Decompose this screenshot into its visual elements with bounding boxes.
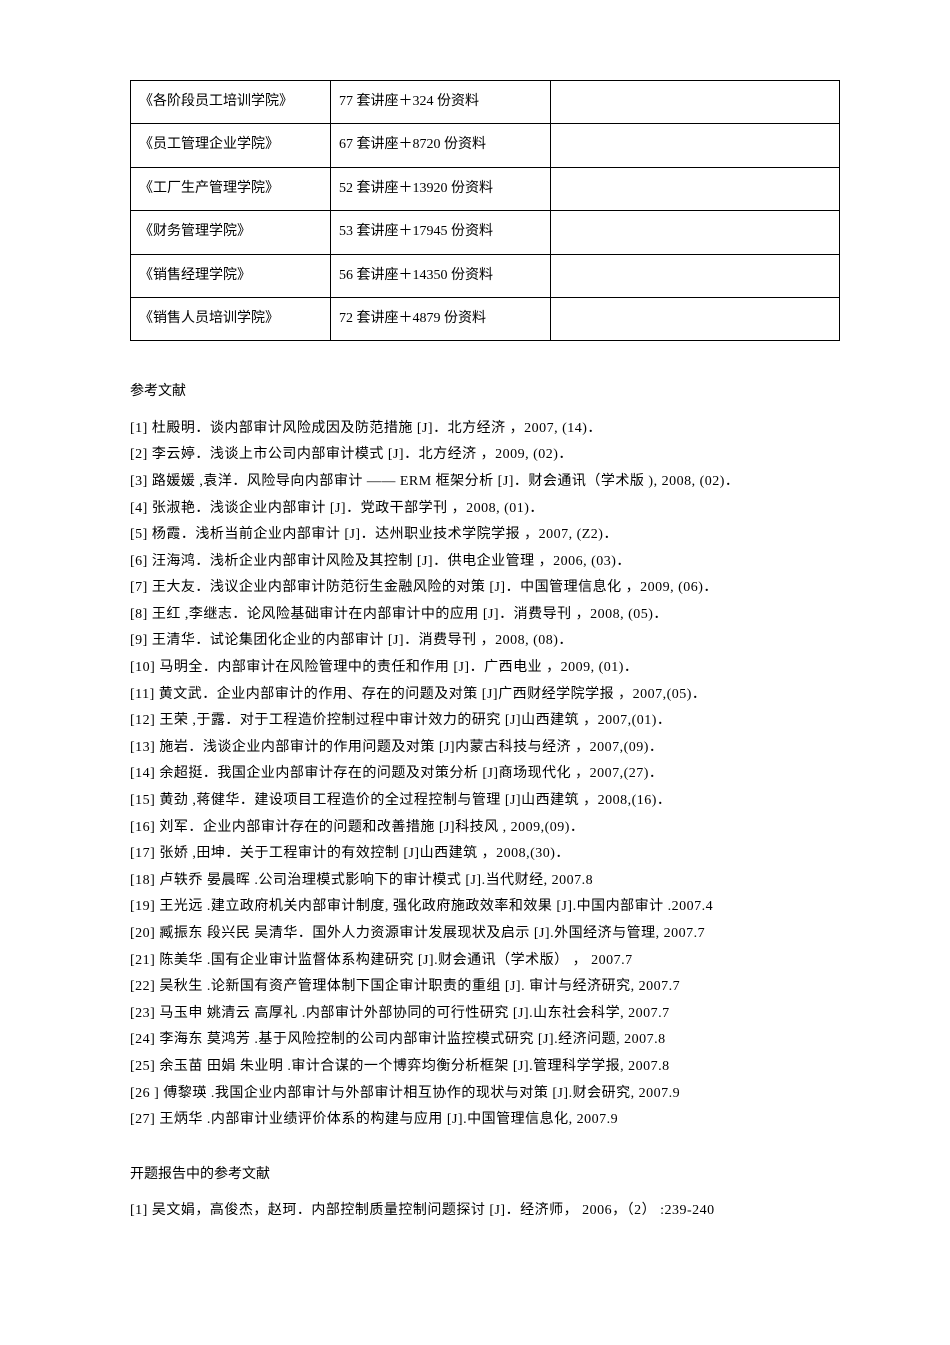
reference-item: [9] 王清华．试论集团化企业的内部审计 [J]．消费导刊 ，2008, (08… xyxy=(130,628,840,655)
course-content-cell: 53 套讲座＋17945 份资料 xyxy=(331,211,551,254)
reference-item: [12] 王荣 ,于露．对于工程造价控制过程中审计效力的研究 [J]山西建筑 ，… xyxy=(130,708,840,735)
table-row: 《财务管理学院》53 套讲座＋17945 份资料 xyxy=(131,211,840,254)
table-row: 《员工管理企业学院》67 套讲座＋8720 份资料 xyxy=(131,124,840,167)
course-content-cell: 77 套讲座＋324 份资料 xyxy=(331,81,551,124)
empty-cell xyxy=(551,211,840,254)
proposal-reference-item: [1] 吴文娟，高俊杰，赵珂．内部控制质量控制问题探讨 [J]．经济师， 200… xyxy=(130,1198,840,1225)
table-row: 《销售人员培训学院》72 套讲座＋4879 份资料 xyxy=(131,297,840,340)
reference-item: [23] 马玉申 姚清云 高厚礼 .内部审计外部协同的可行性研究 [J].山东社… xyxy=(130,1001,840,1028)
table-row: 《销售经理学院》56 套讲座＋14350 份资料 xyxy=(131,254,840,297)
reference-item: [14] 余超挺．我国企业内部审计存在的问题及对策分析 [J]商场现代化 ，20… xyxy=(130,761,840,788)
reference-item: [16] 刘军．企业内部审计存在的问题和改善措施 [J]科技风 , 2009,(… xyxy=(130,815,840,842)
course-content-cell: 72 套讲座＋4879 份资料 xyxy=(331,297,551,340)
reference-item: [26 ] 傅黎瑛 .我国企业内部审计与外部审计相互协作的现状与对策 [J].财… xyxy=(130,1081,840,1108)
reference-item: [19] 王光远 .建立政府机关内部审计制度, 强化政府施政效率和效果 [J].… xyxy=(130,894,840,921)
references-heading: 参考文献 xyxy=(130,381,840,403)
references-list: [1] 杜殿明．谈内部审计风险成因及防范措施 [J]．北方经济 ，2007, (… xyxy=(130,416,840,1134)
course-table: 《各阶段员工培训学院》77 套讲座＋324 份资料《员工管理企业学院》67 套讲… xyxy=(130,80,840,341)
reference-item: [15] 黄劲 ,蒋健华．建设项目工程造价的全过程控制与管理 [J]山西建筑 ，… xyxy=(130,788,840,815)
empty-cell xyxy=(551,167,840,210)
reference-item: [25] 余玉苗 田娟 朱业明 .审计合谋的一个博弈均衡分析框架 [J].管理科… xyxy=(130,1054,840,1081)
reference-item: [17] 张娇 ,田坤．关于工程审计的有效控制 [J]山西建筑 ，2008,(3… xyxy=(130,841,840,868)
course-name-cell: 《销售人员培训学院》 xyxy=(131,297,331,340)
reference-item: [24] 李海东 莫鸿芳 .基于风险控制的公司内部审计监控模式研究 [J].经济… xyxy=(130,1027,840,1054)
reference-item: [22] 吴秋生 .论新国有资产管理体制下国企审计职责的重组 [J]. 审计与经… xyxy=(130,974,840,1001)
proposal-refs-list: [1] 吴文娟，高俊杰，赵珂．内部控制质量控制问题探讨 [J]．经济师， 200… xyxy=(130,1198,840,1225)
course-name-cell: 《工厂生产管理学院》 xyxy=(131,167,331,210)
course-content-cell: 67 套讲座＋8720 份资料 xyxy=(331,124,551,167)
reference-item: [2] 李云婷．浅谈上市公司内部审计模式 [J]．北方经济 ，2009, (02… xyxy=(130,442,840,469)
reference-item: [4] 张淑艳．浅谈企业内部审计 [J]．党政干部学刊 ，2008, (01)． xyxy=(130,496,840,523)
reference-item: [7] 王大友．浅议企业内部审计防范衍生金融风险的对策 [J]．中国管理信息化 … xyxy=(130,575,840,602)
reference-item: [27] 王炳华 .内部审计业绩评价体系的构建与应用 [J].中国管理信息化, … xyxy=(130,1107,840,1134)
reference-item: [8] 王红 ,李继志．论风险基础审计在内部审计中的应用 [J]．消费导刊 ，2… xyxy=(130,602,840,629)
empty-cell xyxy=(551,254,840,297)
reference-item: [20] 臧振东 段兴民 吴清华．国外人力资源审计发展现状及启示 [J].外国经… xyxy=(130,921,840,948)
reference-item: [13] 施岩．浅谈企业内部审计的作用问题及对策 [J]内蒙古科技与经济 ，20… xyxy=(130,735,840,762)
proposal-refs-section: 开题报告中的参考文献 [1] 吴文娟，高俊杰，赵珂．内部控制质量控制问题探讨 [… xyxy=(130,1164,840,1225)
table-row: 《各阶段员工培训学院》77 套讲座＋324 份资料 xyxy=(131,81,840,124)
empty-cell xyxy=(551,297,840,340)
course-name-cell: 《销售经理学院》 xyxy=(131,254,331,297)
course-name-cell: 《员工管理企业学院》 xyxy=(131,124,331,167)
reference-item: [1] 杜殿明．谈内部审计风险成因及防范措施 [J]．北方经济 ，2007, (… xyxy=(130,416,840,443)
reference-item: [10] 马明全．内部审计在风险管理中的责任和作用 [J]．广西电业 ，2009… xyxy=(130,655,840,682)
references-section: 参考文献 [1] 杜殿明．谈内部审计风险成因及防范措施 [J]．北方经济 ，20… xyxy=(130,381,840,1133)
course-content-cell: 52 套讲座＋13920 份资料 xyxy=(331,167,551,210)
empty-cell xyxy=(551,124,840,167)
reference-item: [21] 陈美华 .国有企业审计监督体系构建研究 [J].财会通讯（学术版） ，… xyxy=(130,948,840,975)
reference-item: [18] 卢轶乔 晏晨晖 .公司治理模式影响下的审计模式 [J].当代财经, 2… xyxy=(130,868,840,895)
reference-item: [11] 黄文武．企业内部审计的作用、存在的问题及对策 [J]广西财经学院学报 … xyxy=(130,682,840,709)
course-name-cell: 《财务管理学院》 xyxy=(131,211,331,254)
empty-cell xyxy=(551,81,840,124)
reference-item: [6] 汪海鸿．浅析企业内部审计风险及其控制 [J]．供电企业管理 ，2006,… xyxy=(130,549,840,576)
course-name-cell: 《各阶段员工培训学院》 xyxy=(131,81,331,124)
proposal-refs-heading: 开题报告中的参考文献 xyxy=(130,1164,840,1186)
reference-item: [3] 路媛媛 ,袁洋．风险导向内部审计 —— ERM 框架分析 [J]．财会通… xyxy=(130,469,840,496)
table-row: 《工厂生产管理学院》52 套讲座＋13920 份资料 xyxy=(131,167,840,210)
course-content-cell: 56 套讲座＋14350 份资料 xyxy=(331,254,551,297)
reference-item: [5] 杨霞．浅析当前企业内部审计 [J]．达州职业技术学院学报 ，2007, … xyxy=(130,522,840,549)
